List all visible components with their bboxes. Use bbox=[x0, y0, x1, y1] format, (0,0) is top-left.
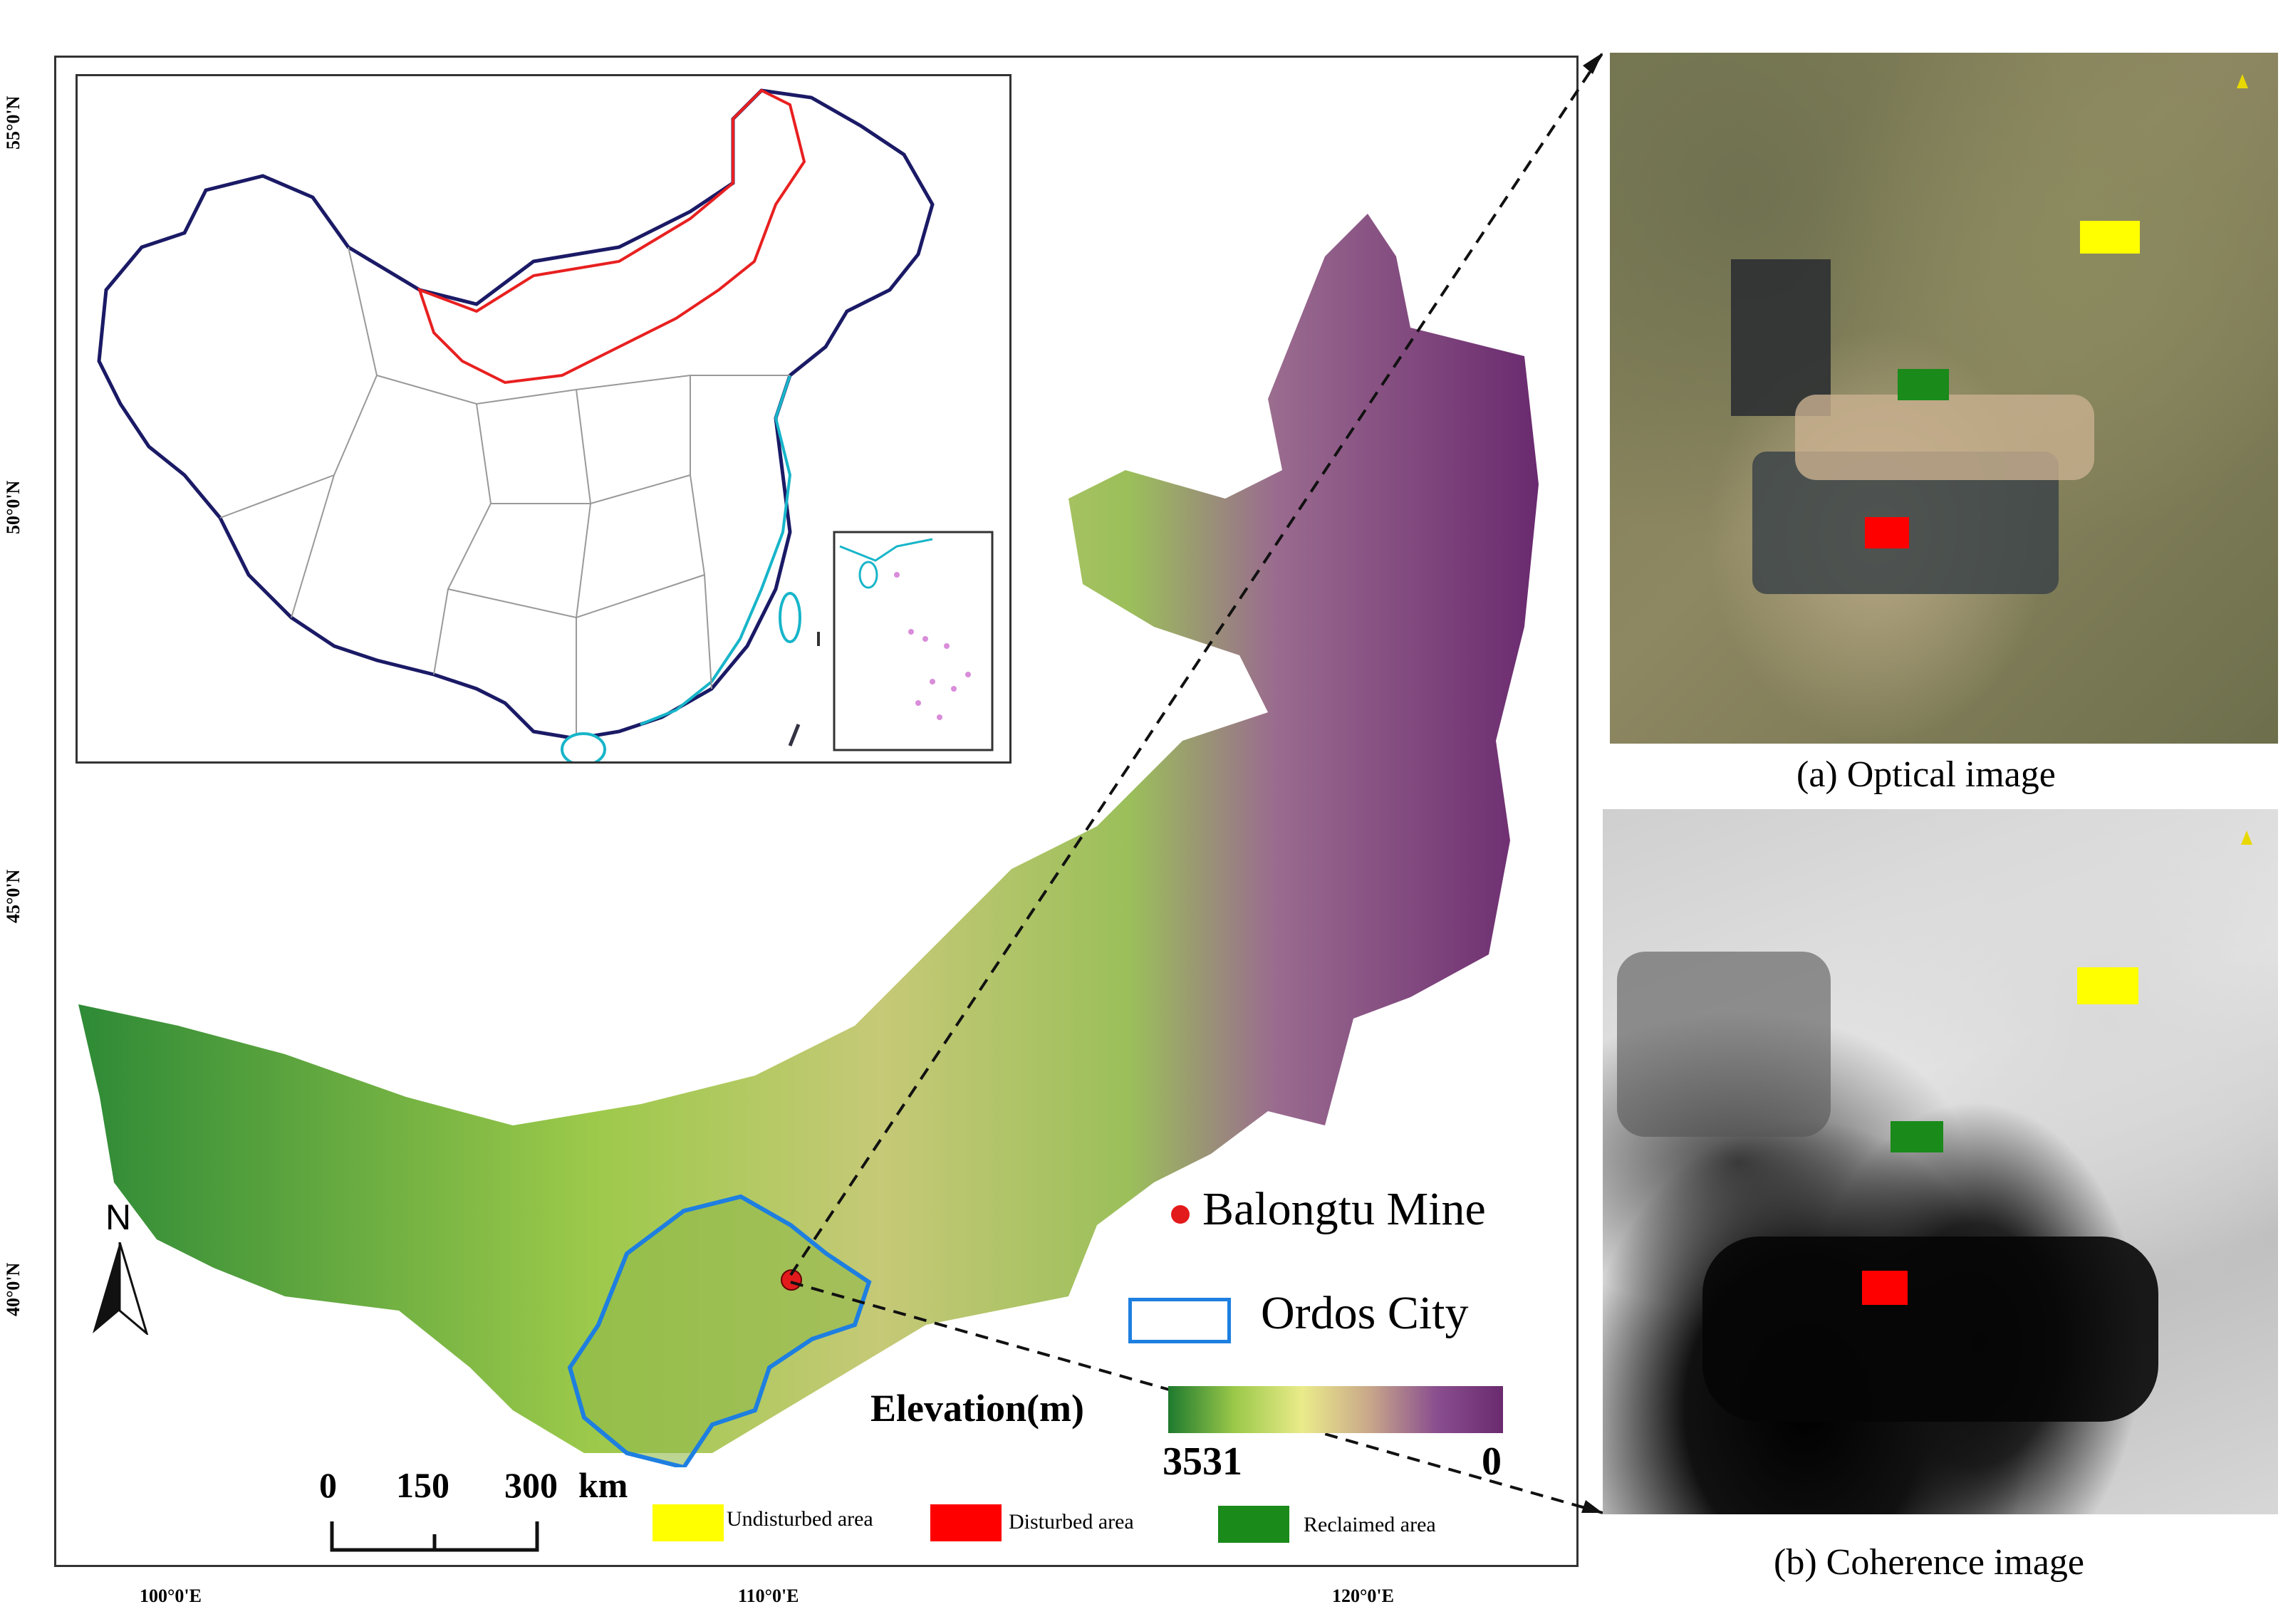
lon-label-110: 110°0'E bbox=[738, 1586, 799, 1606]
china-inset-map bbox=[76, 74, 1012, 766]
legend-label-undisturbed: Undisturbed area bbox=[727, 1507, 873, 1531]
optical-image-caption: (a) Optical image bbox=[1796, 754, 2056, 795]
north-arrow-icon bbox=[93, 1242, 149, 1335]
legend-swatch-undisturbed bbox=[652, 1504, 724, 1541]
scale-tick-0: 0 bbox=[319, 1465, 337, 1505]
elevation-max-label: 3531 bbox=[1163, 1440, 1242, 1484]
optical-undisturbed-marker bbox=[2080, 221, 2140, 254]
inner-mongolia-dem-svg bbox=[78, 214, 1539, 1467]
legend-label-reclaimed: Reclaimed area bbox=[1304, 1513, 1436, 1536]
coherence-image-panel bbox=[1603, 809, 2278, 1514]
optical-disturbed-marker bbox=[1865, 517, 1909, 548]
mine-legend-label: Balongtu Mine bbox=[1202, 1183, 1486, 1235]
elevation-min-label: 0 bbox=[1482, 1440, 1502, 1484]
legend-swatch-disturbed bbox=[930, 1504, 1002, 1541]
inner-mongolia-region bbox=[78, 214, 1539, 1453]
coherence-mid-block bbox=[1617, 952, 1831, 1137]
coherence-north-icon bbox=[2241, 831, 2252, 845]
legend-label-disturbed: Disturbed area bbox=[1009, 1510, 1134, 1534]
scale-tick-150: 150 bbox=[396, 1465, 449, 1505]
scale-tick-300: 300 bbox=[504, 1465, 558, 1505]
north-arrow-label: N bbox=[105, 1197, 132, 1237]
scale-bar bbox=[330, 1521, 539, 1552]
ordos-city-boundary bbox=[567, 1194, 872, 1467]
balongtu-mine-marker bbox=[781, 1269, 802, 1291]
coherence-dark-block bbox=[1702, 1237, 2158, 1422]
lon-label-100: 100°0'E bbox=[140, 1586, 202, 1606]
coherence-disturbed-marker bbox=[1862, 1271, 1908, 1305]
scale-unit: km bbox=[578, 1465, 628, 1505]
optical-reclaimed-marker bbox=[1898, 369, 1949, 400]
mine-facility bbox=[1731, 259, 1831, 416]
bare-soil bbox=[1795, 395, 2094, 480]
city-legend-label: Ordos City bbox=[1261, 1287, 1469, 1339]
main-map-frame bbox=[54, 56, 1579, 1567]
legend-swatch-reclaimed bbox=[1218, 1506, 1289, 1543]
coherence-undisturbed-marker bbox=[2077, 967, 2138, 1004]
mine-legend-dot bbox=[1171, 1205, 1190, 1224]
optical-north-icon bbox=[2237, 74, 2248, 88]
coherence-reclaimed-marker bbox=[1891, 1121, 1943, 1152]
coherence-image-caption: (b) Coherence image bbox=[1774, 1542, 2085, 1583]
elevation-legend-title: Elevation(m) bbox=[870, 1387, 1084, 1430]
optical-image-panel bbox=[1610, 53, 2278, 744]
lon-label-120: 120°0'E bbox=[1332, 1586, 1394, 1606]
elevation-colorbar bbox=[1168, 1386, 1503, 1433]
city-legend-box bbox=[1128, 1298, 1231, 1343]
china-outline-svg bbox=[97, 88, 994, 766]
